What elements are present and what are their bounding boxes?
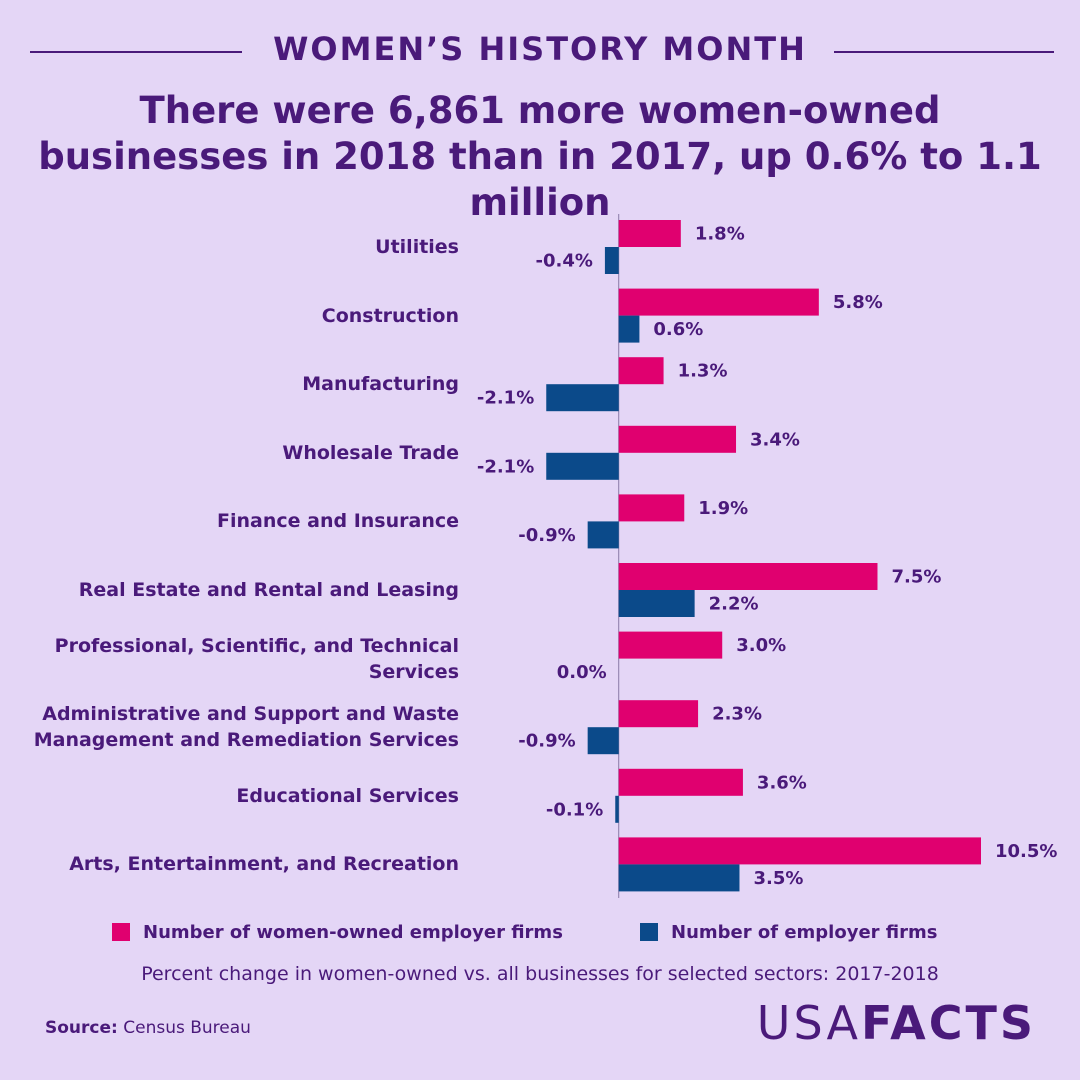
category-label: Professional, Scientific, and Technical … [54,634,459,683]
logo: USAFACTS [757,996,1036,1050]
value-label: -2.1% [477,456,534,477]
category-label: Utilities [375,236,459,258]
bar [618,864,740,892]
value-label: 2.3% [712,704,762,725]
header-rule [30,51,242,53]
bar [618,563,878,590]
category-label: Manufacturing [302,373,459,396]
value-label: 3.6% [757,772,807,793]
value-label: 3.4% [750,429,800,450]
bar [618,357,664,385]
bar [618,631,723,659]
bar [618,768,743,796]
bar [587,521,619,549]
category-label: Construction [321,304,459,327]
value-label: 1.8% [695,224,745,245]
bar [618,288,819,316]
legend-label: Number of employer firms [671,922,938,943]
value-label: 10.5% [995,841,1057,862]
source-label: Source: [45,1018,118,1038]
bar [615,795,619,823]
value-label: 0.0% [557,662,607,683]
value-label: -0.9% [518,525,575,546]
value-label: 2.2% [709,594,759,615]
value-label: -0.4% [536,251,593,272]
source: Source: Census Bureau [45,1018,251,1038]
logo-second: FACTS [860,996,1036,1050]
value-label: 5.8% [833,292,883,313]
category-label: Arts, Entertainment, and Recreation [69,853,459,876]
bar [618,700,699,728]
bar [618,315,640,343]
bar [587,727,619,755]
category-label: Administrative and Support and Waste Man… [33,703,459,752]
legend-swatch [640,923,658,941]
value-label: -0.1% [546,799,603,820]
category-label: Real Estate and Rental and Leasing [78,579,459,601]
logo-first: USA [756,996,861,1050]
legend-swatch [112,923,130,941]
legend-label: Number of women-owned employer firms [143,922,563,943]
bar [546,384,619,412]
value-label: -2.1% [477,388,534,409]
bar [618,425,737,453]
header-rule [834,51,1054,53]
chart-title: There were 6,861 more women-owned busine… [38,89,1042,224]
bar [618,590,695,617]
value-label: -0.9% [518,731,575,752]
category-label: Wholesale Trade [282,441,459,464]
bar [618,494,685,522]
bar [604,247,619,274]
caption: Percent change in women-owned vs. all bu… [141,963,939,985]
value-label: 3.5% [753,868,803,889]
bar [618,220,681,247]
bar [546,452,619,480]
value-label: 1.9% [698,498,748,519]
source-text: Census Bureau [123,1018,251,1038]
value-label: 1.3% [678,361,728,382]
category-label: Educational Services [236,784,459,807]
bar [618,837,981,865]
header: WOMEN’S HISTORY MONTH [273,30,807,68]
value-label: 7.5% [891,567,941,588]
value-label: 3.0% [736,635,786,656]
value-label: 0.6% [653,319,703,340]
category-label: Finance and Insurance [217,510,459,533]
